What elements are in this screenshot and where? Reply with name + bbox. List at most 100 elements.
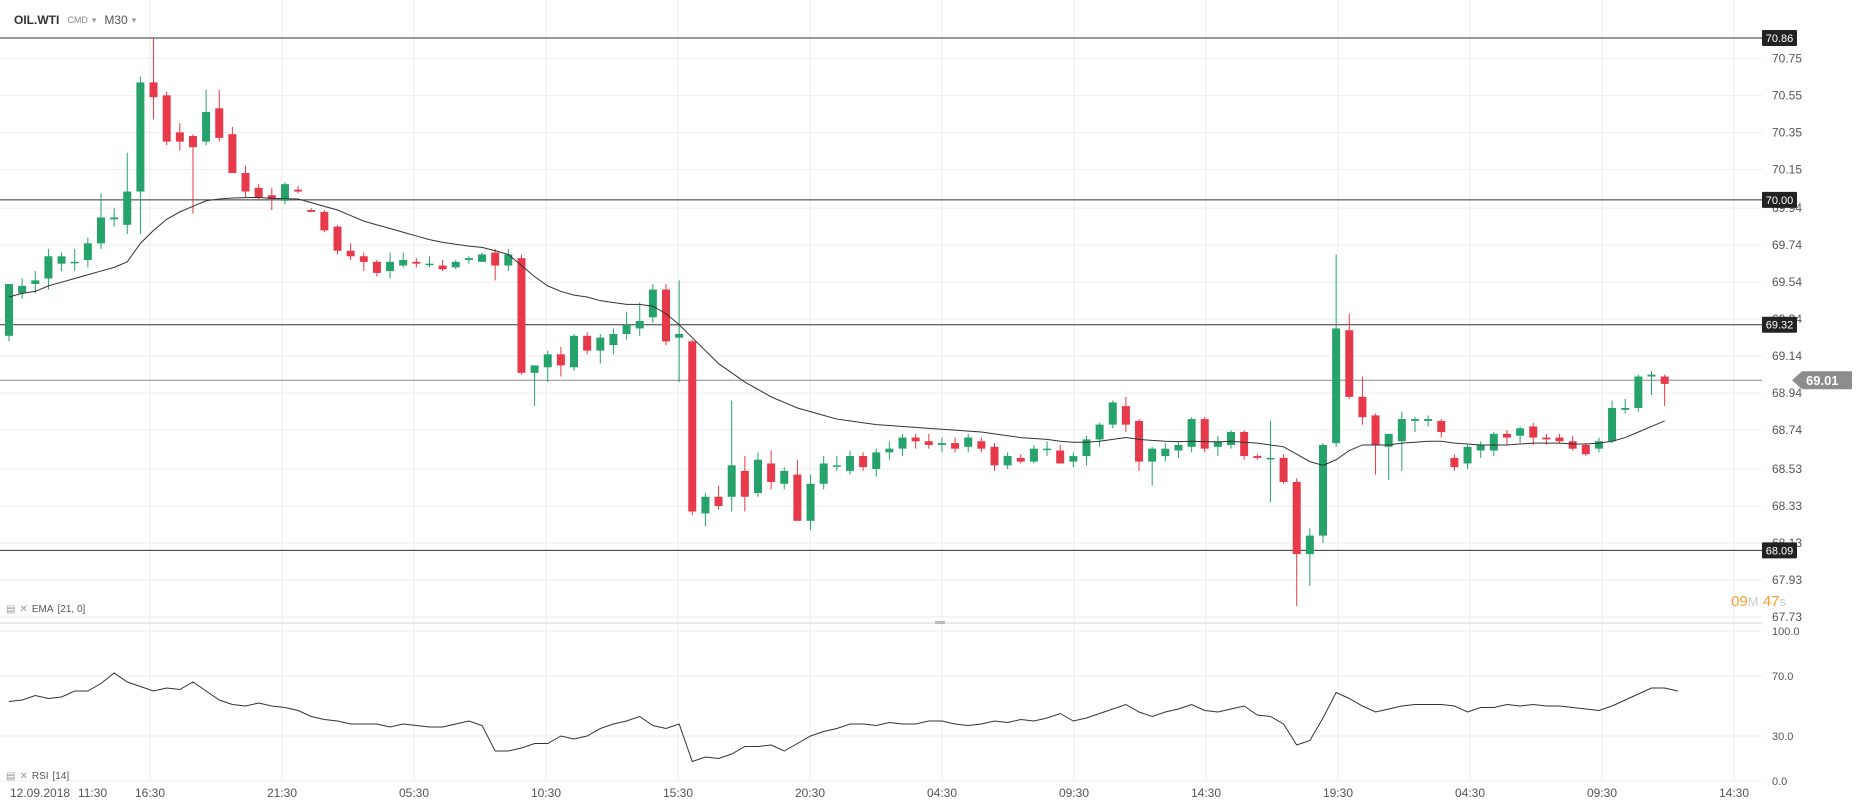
candle-body: [96, 217, 105, 244]
y-tick-label: 67.73: [1772, 610, 1802, 624]
candle-body: [241, 173, 250, 192]
candle-body: [346, 250, 355, 257]
chevron-down-icon[interactable]: ▾: [91, 14, 97, 25]
candle-body: [1516, 428, 1525, 436]
candle-body: [872, 452, 881, 470]
candle-body: [780, 470, 789, 484]
candle-body: [543, 354, 552, 368]
candle-body: [464, 258, 473, 260]
y-tick-label: 70.75: [1772, 51, 1802, 65]
candle-body: [819, 463, 828, 484]
candle-body: [1397, 419, 1406, 442]
y-tick-label: 70.15: [1772, 162, 1802, 176]
candle-body: [44, 256, 53, 279]
x-tick-label: 11:30: [78, 786, 107, 800]
candle-body: [530, 365, 539, 373]
candle-body: [714, 496, 723, 507]
candle-body: [31, 280, 40, 285]
candle-body: [1634, 376, 1643, 408]
candle-body: [859, 456, 868, 468]
candle-body: [1581, 444, 1590, 455]
ema-line: [8, 196, 1665, 466]
candle-body: [1187, 419, 1196, 447]
candle-body: [1200, 419, 1209, 449]
close-icon[interactable]: ✕: [19, 771, 28, 782]
x-tick-label: 09:30: [1059, 786, 1089, 800]
candle-body: [951, 443, 960, 449]
candle-body: [793, 474, 802, 521]
candle-body: [583, 335, 592, 351]
candle-body: [885, 448, 894, 453]
candle-body: [753, 459, 762, 494]
x-tick-label: 19:30: [1323, 786, 1353, 800]
candle-body: [1003, 456, 1012, 466]
candle-body: [1135, 420, 1144, 462]
rsi-y-tick-label: 0.0: [1772, 776, 1787, 788]
candle-body: [175, 132, 184, 142]
ema-indicator-label[interactable]: ▤ ✕ EMA [21, 0]: [6, 604, 85, 615]
candle-body: [609, 333, 618, 346]
y-tick-label: 69.74: [1772, 238, 1802, 252]
settings-icon[interactable]: ▤: [6, 771, 16, 782]
rsi-indicator-label[interactable]: ▤ ✕ RSI [14]: [6, 771, 69, 782]
candle-body: [1608, 407, 1617, 442]
x-tick-label: 16:30: [135, 786, 165, 800]
candle-body: [57, 256, 66, 264]
candle-body: [596, 337, 605, 351]
candle-body: [635, 321, 644, 329]
candle-body: [18, 285, 27, 294]
candle-body: [1056, 450, 1065, 464]
candle-body: [898, 437, 907, 449]
price-level-tag: [1762, 542, 1797, 559]
symbol-label[interactable]: OIL.WTI: [14, 13, 60, 27]
candle-body: [688, 341, 697, 512]
candle-body: [517, 258, 526, 373]
candle-body: [399, 259, 408, 266]
candle-body: [1345, 330, 1354, 397]
candle-body: [1016, 457, 1025, 462]
candle-body: [1568, 441, 1577, 449]
close-icon[interactable]: ✕: [19, 604, 28, 615]
timer-minutes-unit: M: [1747, 594, 1759, 609]
candle-body: [1266, 457, 1275, 460]
candle-body: [727, 465, 736, 497]
candle-body: [1043, 448, 1052, 451]
candle-body: [1647, 374, 1656, 377]
candle-body: [911, 437, 920, 442]
pane-resize-handle: [935, 621, 945, 624]
timer-seconds-unit: s: [1779, 594, 1787, 609]
candle-body: [188, 136, 197, 148]
candle-body: [1555, 437, 1564, 442]
candle-body: [504, 254, 513, 266]
candle-body: [1082, 439, 1091, 457]
candle-body: [83, 243, 92, 260]
candle-body: [1542, 437, 1551, 440]
candle-body: [740, 470, 749, 497]
candle-body: [202, 111, 211, 142]
candle-body: [1253, 456, 1262, 458]
candle-body: [425, 263, 434, 266]
candle-body: [136, 82, 145, 192]
y-tick-label: 70.55: [1772, 88, 1802, 102]
candle-body: [1292, 481, 1301, 555]
candle-body: [438, 265, 447, 270]
candle-body: [556, 354, 565, 366]
price-level-label: 70.00: [1766, 195, 1794, 207]
candle-body: [280, 184, 289, 201]
candle-body: [990, 446, 999, 466]
candle-body: [307, 210, 316, 212]
chevron-down-icon[interactable]: ▾: [131, 14, 137, 25]
current-price-label: 69.01: [1806, 373, 1839, 388]
settings-icon[interactable]: ▤: [6, 604, 16, 615]
candle-body: [964, 437, 973, 447]
candle-body: [1174, 444, 1183, 451]
rsi-y-tick-label: 100.0: [1772, 626, 1800, 638]
candle-body: [1476, 444, 1485, 451]
candle-body: [622, 324, 631, 334]
y-tick-label: 69.54: [1772, 275, 1802, 289]
candle-body: [1108, 402, 1117, 425]
timeframe-selector[interactable]: M30: [104, 13, 128, 27]
candle-body: [1502, 433, 1511, 438]
rsi-y-tick-label: 70.0: [1772, 671, 1793, 683]
